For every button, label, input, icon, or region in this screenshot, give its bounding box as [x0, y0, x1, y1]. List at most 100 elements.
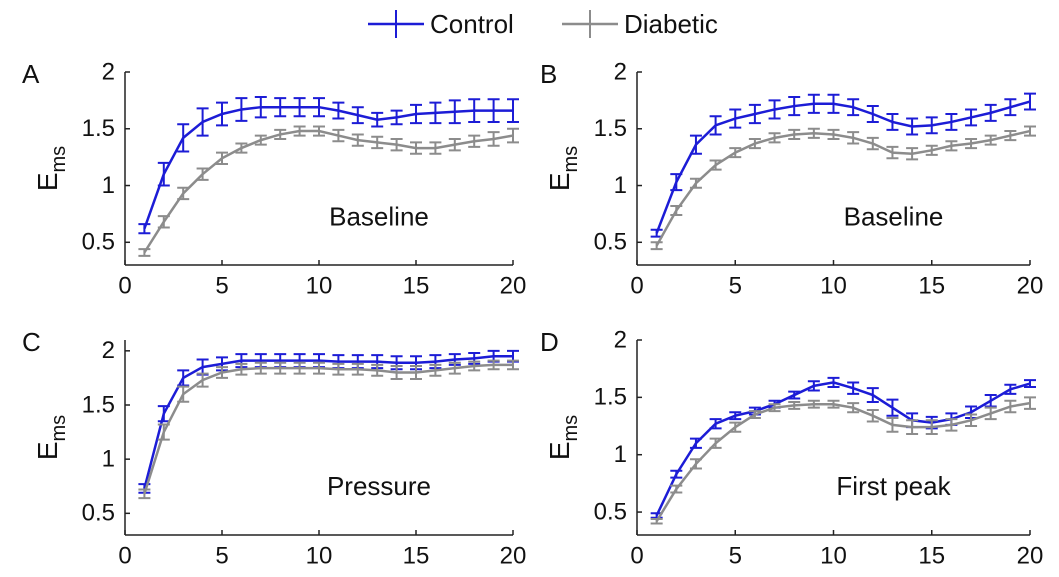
error-bar — [886, 145, 899, 160]
error-bar — [709, 159, 722, 171]
y-tick-label: 1 — [614, 441, 627, 468]
error-bar — [448, 361, 461, 375]
error-bar — [847, 381, 860, 395]
error-bar — [945, 140, 958, 152]
y-axis-label: Ems — [32, 146, 70, 191]
error-bar — [729, 421, 742, 433]
x-tick-label: 20 — [500, 272, 527, 299]
error-bar — [429, 101, 442, 125]
error-bar — [254, 95, 267, 119]
y-tick-label: 0.5 — [82, 229, 115, 256]
series-line — [143, 105, 513, 230]
x-tick-label: 0 — [630, 272, 643, 299]
error-bar — [177, 369, 190, 387]
y-axis-label-subscript: ms — [560, 415, 582, 442]
error-bar — [670, 204, 683, 217]
series-line — [655, 129, 1031, 247]
error-bar — [650, 228, 663, 238]
error-bar — [650, 517, 663, 525]
error-bar — [1004, 98, 1017, 117]
y-axis-label-subscript: ms — [48, 146, 70, 173]
error-bar — [984, 103, 997, 122]
error-bar — [332, 362, 345, 376]
error-bar — [768, 99, 781, 120]
series-line — [655, 381, 1031, 517]
error-bar — [827, 128, 840, 140]
error-bar — [729, 147, 742, 159]
error-bar — [965, 413, 978, 428]
error-bar — [689, 177, 702, 189]
y-axis-label-main: E — [544, 172, 575, 191]
error-bar — [235, 142, 248, 154]
error-bar — [847, 131, 860, 145]
error-bar — [925, 144, 938, 156]
error-bar — [709, 115, 722, 136]
error-bar — [371, 111, 384, 128]
panel-label: C — [22, 327, 41, 357]
error-bar — [807, 380, 820, 392]
error-bar — [689, 134, 702, 155]
error-bar — [1024, 396, 1036, 410]
error-bar — [390, 137, 403, 152]
error-bar — [1004, 383, 1017, 395]
error-bar — [351, 106, 364, 125]
error-bar — [748, 103, 761, 125]
error-bar — [670, 484, 683, 494]
x-tick-label: 15 — [918, 542, 945, 569]
error-bar — [507, 359, 519, 371]
x-tick-label: 15 — [403, 542, 430, 569]
error-bar — [788, 400, 801, 410]
error-bar — [138, 223, 151, 235]
error-bar — [293, 361, 306, 375]
error-bar — [390, 365, 403, 380]
x-tick-label: 0 — [118, 542, 131, 569]
error-bar — [729, 108, 742, 129]
error-bar — [410, 365, 422, 380]
x-tick-label: 15 — [403, 272, 430, 299]
error-bar — [196, 372, 209, 388]
error-bar — [748, 410, 761, 419]
error-bar — [788, 390, 801, 400]
error-bar — [293, 97, 306, 118]
x-tick-label: 5 — [729, 272, 742, 299]
y-axis-label: Ems — [544, 146, 582, 191]
error-bar — [965, 108, 978, 127]
error-bar — [945, 113, 958, 131]
error-bar — [507, 98, 519, 123]
error-bar — [1004, 399, 1017, 414]
error-bar — [1024, 379, 1036, 389]
error-bar — [371, 135, 384, 150]
error-bar — [906, 117, 919, 136]
x-tick-label: 10 — [306, 542, 333, 569]
error-bar — [1004, 130, 1017, 142]
error-bar — [984, 406, 997, 421]
y-axis-label-subscript: ms — [48, 415, 70, 442]
legend-label: Diabetic — [624, 9, 718, 39]
error-bar — [468, 134, 481, 148]
y-tick-label: 1.5 — [594, 115, 627, 142]
error-bar — [351, 362, 364, 376]
error-bar — [729, 411, 742, 421]
error-bar — [410, 141, 422, 155]
error-bar — [235, 97, 248, 122]
y-axis-label: Ems — [32, 415, 70, 460]
series-line — [143, 355, 513, 489]
y-axis-label-main: E — [32, 441, 63, 460]
series-line — [143, 129, 514, 254]
error-bar — [1024, 125, 1036, 137]
error-bar — [157, 423, 170, 441]
error-bar — [177, 123, 190, 153]
error-bar — [216, 366, 228, 379]
x-tick-label: 15 — [918, 272, 945, 299]
error-bar — [313, 361, 325, 375]
annotation: Baseline — [329, 202, 429, 232]
x-tick-label: 10 — [306, 272, 333, 299]
y-tick-label: 2 — [614, 58, 627, 85]
error-bar — [984, 394, 997, 408]
error-bar — [448, 137, 461, 152]
